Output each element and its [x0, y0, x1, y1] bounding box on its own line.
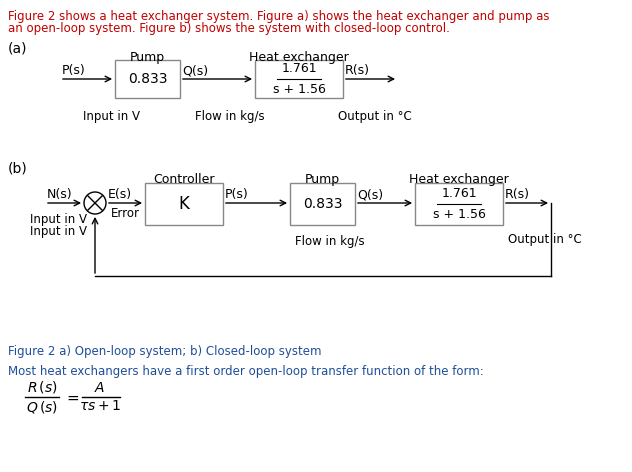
Text: Flow in kg/s: Flow in kg/s [295, 235, 365, 248]
Text: 1.761: 1.761 [281, 62, 317, 75]
Text: (a): (a) [8, 41, 28, 55]
Text: Controller: Controller [153, 173, 215, 186]
Text: an open-loop system. Figure b) shows the system with closed-loop control.: an open-loop system. Figure b) shows the… [8, 22, 450, 35]
Bar [255, 60, 343, 98]
Text: 1.761: 1.761 [441, 187, 477, 200]
Text: Error: Error [111, 207, 140, 220]
Text: Pump: Pump [130, 51, 165, 64]
Text: Input in V: Input in V [30, 225, 87, 238]
Text: Most heat exchangers have a first order open-loop transfer function of the form:: Most heat exchangers have a first order … [8, 365, 483, 378]
Text: (b): (b) [8, 161, 28, 175]
Text: Heat exchanger: Heat exchanger [249, 51, 349, 64]
Text: K: K [179, 195, 190, 213]
Bar [145, 183, 223, 225]
Text: s + 1.56: s + 1.56 [272, 83, 325, 96]
Text: $A$: $A$ [94, 381, 106, 395]
Text: 0.833: 0.833 [303, 197, 343, 211]
Text: P(s): P(s) [62, 64, 86, 77]
Text: $R\,(s)$: $R\,(s)$ [27, 379, 58, 395]
Text: $Q\,(s)$: $Q\,(s)$ [26, 399, 58, 415]
Text: s + 1.56: s + 1.56 [432, 208, 485, 221]
Text: Output in °C: Output in °C [508, 233, 581, 246]
Text: Input in V: Input in V [30, 213, 87, 226]
Text: Figure 2 a) Open-loop system; b) Closed-loop system: Figure 2 a) Open-loop system; b) Closed-… [8, 345, 322, 358]
Text: R(s): R(s) [345, 64, 370, 77]
Text: Heat exchanger: Heat exchanger [409, 173, 509, 186]
Text: Input in V: Input in V [83, 110, 140, 123]
Text: E(s): E(s) [108, 188, 132, 201]
Text: Q(s): Q(s) [182, 64, 208, 77]
Bar [290, 183, 355, 225]
Text: Flow in kg/s: Flow in kg/s [195, 110, 265, 123]
Text: N(s): N(s) [47, 188, 73, 201]
Text: Q(s): Q(s) [357, 188, 383, 201]
Text: Figure 2 shows a heat exchanger system. Figure a) shows the heat exchanger and p: Figure 2 shows a heat exchanger system. … [8, 10, 549, 23]
Text: Output in °C: Output in °C [338, 110, 412, 123]
Text: $\tau s+1$: $\tau s+1$ [79, 399, 121, 413]
Text: Pump: Pump [305, 173, 340, 186]
Text: P(s): P(s) [225, 188, 249, 201]
Bar [415, 183, 503, 225]
Bar [115, 60, 180, 98]
Text: $=$: $=$ [64, 389, 80, 405]
Text: 0.833: 0.833 [128, 72, 167, 86]
Text: R(s): R(s) [505, 188, 530, 201]
